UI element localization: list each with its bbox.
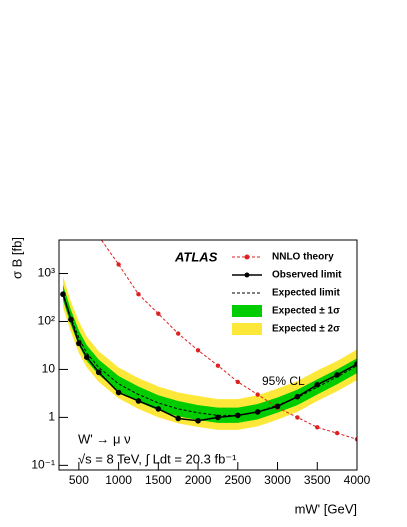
x-tick-label: 2500 [224,473,251,487]
data-point [334,430,340,436]
process-label: W' → μ ν [78,431,131,446]
data-point [136,292,141,297]
data-point [215,363,221,368]
data-point [176,331,181,336]
data-point [195,348,201,353]
data-point [95,369,102,376]
y-tick-label: 10³ [38,266,55,280]
data-point [294,393,301,400]
data-point [235,412,241,419]
band [62,284,357,423]
x-tick-label: 3000 [264,473,291,487]
data-point [235,379,240,385]
y-tick-label: 1 [48,410,55,424]
plot-lines [60,234,357,442]
data-point [254,409,261,415]
data-point [195,417,201,424]
x-tick-label: 4000 [344,473,371,487]
cl-label: 95% CL [262,374,305,388]
legend-marker [244,272,250,278]
x-tick-label: 3500 [304,473,331,487]
plot-frame [58,239,358,471]
data-point [156,311,161,316]
plot-area [62,276,357,430]
data-point [175,415,181,422]
legend-marker [244,254,250,260]
data-point [135,398,142,404]
x-axis-label: mW' [GeV] [295,501,357,516]
data-point [155,406,162,412]
legend-swatch [232,305,262,317]
y-tick-label: 10⁻¹ [31,458,55,472]
legend-label: Expected limit [272,288,340,299]
legend-label: Observed limit [272,270,342,281]
legend-label: Expected ± 2σ [272,324,340,335]
series-line [62,292,357,416]
x-tick-label: 500 [69,473,89,487]
data-point [334,372,340,378]
data-point [354,361,357,367]
data-point [115,389,122,396]
data-point [97,234,101,238]
energy-label: √s = 8 TeV, ∫ Ldt = 20.3 fb⁻¹ [78,451,237,466]
data-point [84,354,90,360]
x-tick-label: 2000 [185,473,212,487]
y-tick-label: 10 [42,362,56,376]
x-tick-label: 1500 [145,473,172,487]
legend-label: NNLO theory [272,252,334,263]
y-tick-label: 10² [38,314,55,328]
data-point [76,340,82,347]
atlas-label: ATLAS [174,249,218,264]
legend-swatch [232,323,262,335]
data-point [215,414,221,421]
y-axis-label: σ B [fb] [9,237,24,279]
data-point [274,403,281,410]
legend-label: Expected ± 1σ [272,306,340,317]
data-point [354,437,357,442]
data-point [60,291,66,298]
x-tick-label: 1000 [105,473,132,487]
data-point [314,381,321,388]
data-point [315,425,320,430]
data-point [68,316,74,323]
data-point [116,262,121,267]
series-line [100,240,357,440]
data-point [255,392,260,397]
data-point [295,415,300,420]
